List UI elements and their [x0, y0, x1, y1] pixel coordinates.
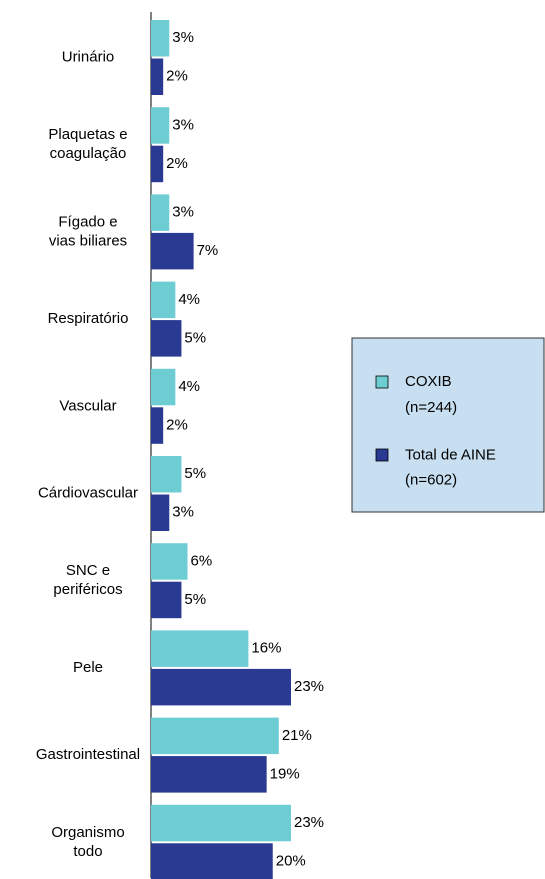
- bar: [151, 756, 267, 793]
- value-label: 3%: [172, 204, 194, 221]
- bar: [151, 232, 194, 270]
- value-label: 5%: [184, 465, 206, 482]
- category-label: Plaquetas e coagulação: [48, 126, 127, 162]
- bar: [151, 581, 182, 619]
- value-label: 3%: [172, 29, 194, 46]
- value-label: 7%: [197, 242, 219, 259]
- value-label: 6%: [191, 552, 213, 569]
- category-label: Organismo todo: [51, 824, 124, 860]
- category-label: SNC e periféricos: [53, 562, 122, 598]
- value-label: 5%: [184, 329, 206, 346]
- bar: [151, 368, 176, 406]
- value-label: 3%: [172, 504, 194, 521]
- bar: [151, 630, 249, 667]
- bar: [151, 145, 164, 183]
- value-label: 16%: [251, 640, 281, 657]
- bar: [151, 281, 176, 319]
- value-label: 4%: [178, 378, 200, 395]
- bar: [151, 194, 170, 231]
- legend-label: Total de AINE (n=602): [405, 446, 496, 488]
- category-label: Pele: [73, 659, 103, 676]
- value-label: 3%: [172, 116, 194, 133]
- category-label: Cárdiovascular: [38, 484, 138, 501]
- category-label: Respiratório: [48, 310, 129, 327]
- legend-swatch: [375, 448, 389, 462]
- value-label: 20%: [276, 853, 306, 870]
- value-label: 19%: [270, 765, 300, 782]
- value-label: 23%: [294, 814, 324, 831]
- bar: [151, 407, 164, 444]
- bar: [151, 20, 170, 57]
- legend-swatch: [375, 375, 389, 389]
- legend-label: COXIB (n=244): [405, 373, 457, 416]
- value-label: 5%: [184, 591, 206, 608]
- value-label: 2%: [166, 417, 188, 434]
- bar: [151, 494, 170, 531]
- bar: [151, 456, 182, 493]
- bar: [151, 107, 170, 144]
- bar: [151, 543, 188, 580]
- legend-box: [351, 337, 545, 513]
- value-label: 2%: [166, 68, 188, 85]
- category-label: Vascular: [59, 397, 116, 414]
- value-label: 23%: [294, 678, 324, 695]
- bar: [151, 668, 291, 706]
- category-label: Urinário: [62, 48, 115, 65]
- value-label: 21%: [282, 727, 312, 744]
- bar: [151, 58, 164, 95]
- value-label: 4%: [178, 291, 200, 308]
- value-label: 2%: [166, 155, 188, 172]
- category-label: Fígado e vias biliares: [49, 213, 127, 249]
- category-label: Gastrointestinal: [36, 746, 140, 763]
- bar: [151, 843, 273, 879]
- bar: [151, 804, 291, 842]
- bar: [151, 717, 279, 755]
- bar: [151, 320, 182, 357]
